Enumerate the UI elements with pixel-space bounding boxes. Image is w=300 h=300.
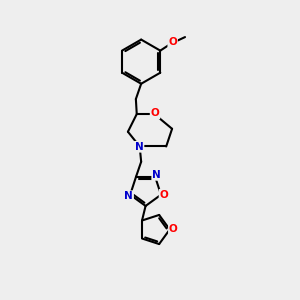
Text: N: N — [152, 170, 161, 180]
Text: N: N — [124, 191, 133, 201]
Text: O: O — [151, 109, 159, 118]
Text: O: O — [168, 38, 177, 47]
Text: O: O — [169, 224, 178, 235]
Text: O: O — [160, 190, 168, 200]
Text: N: N — [135, 142, 143, 152]
